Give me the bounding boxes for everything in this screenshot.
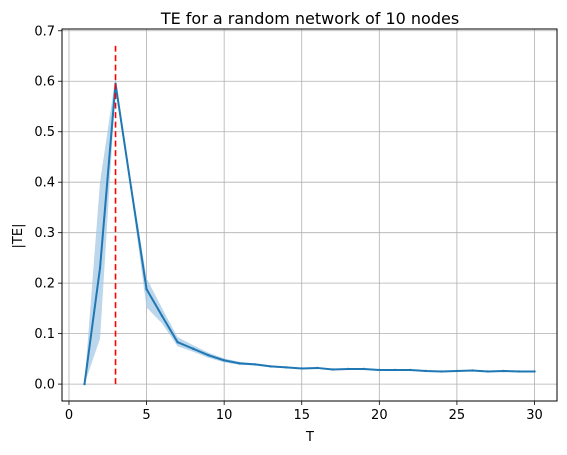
x-tick-label: 20 [371,408,388,423]
y-axis-label: |TE| [11,224,26,249]
series-line [83,82,535,385]
data-point [440,370,443,373]
data-point [502,369,505,373]
data-point [83,382,86,386]
y-tick-label: 0.2 [34,277,55,292]
data-point [285,366,288,369]
data-point [300,367,303,370]
data-point [393,368,397,372]
data-point [316,366,319,370]
data-point [207,354,210,357]
x-axis-label: T [305,430,314,445]
data-point [331,368,334,371]
data-point [191,347,195,350]
data-point [222,359,226,362]
confidence-band [84,77,535,385]
y-tick-label: 0.0 [34,378,55,393]
data-point [253,363,257,366]
data-point [517,370,521,373]
data-point [176,340,179,344]
x-tick-label: 25 [449,408,466,423]
data-point [455,369,459,373]
data-point [238,362,241,365]
x-tick-label: 10 [216,408,233,423]
data-point [424,369,428,373]
x-tick-label: 5 [142,408,150,423]
data-point [409,368,412,372]
data-point [129,186,133,189]
data-point [269,365,272,368]
y-axis-ticks: 0.0 0.1 0.2 0.3 0.4 0.5 0.6 0.7 [34,24,62,393]
y-tick-label: 0.7 [34,24,55,39]
y-tick-label: 0.1 [34,327,55,342]
grid [62,29,557,401]
x-tick-label: 30 [526,408,543,423]
y-tick-label: 0.4 [34,176,55,191]
y-tick-label: 0.6 [34,75,55,90]
confidence-band-layer [84,77,535,385]
y-tick-label: 0.3 [34,226,55,241]
data-point [471,369,474,372]
data-point [160,314,164,318]
x-tick-label: 15 [293,408,310,423]
x-axis-ticks: 0 5 10 15 20 25 30 [65,401,543,423]
series-layer [83,82,536,386]
data-point [533,370,536,373]
data-point [347,367,350,371]
plot-frame [61,28,558,402]
data-point [378,368,381,372]
data-point [362,367,366,371]
y-tick-label: 0.5 [34,125,55,140]
data-point [98,266,102,270]
data-point [486,370,490,373]
x-tick-label: 0 [65,408,73,423]
data-point [145,287,148,291]
chart-title: TE for a random network of 10 nodes [160,9,459,28]
